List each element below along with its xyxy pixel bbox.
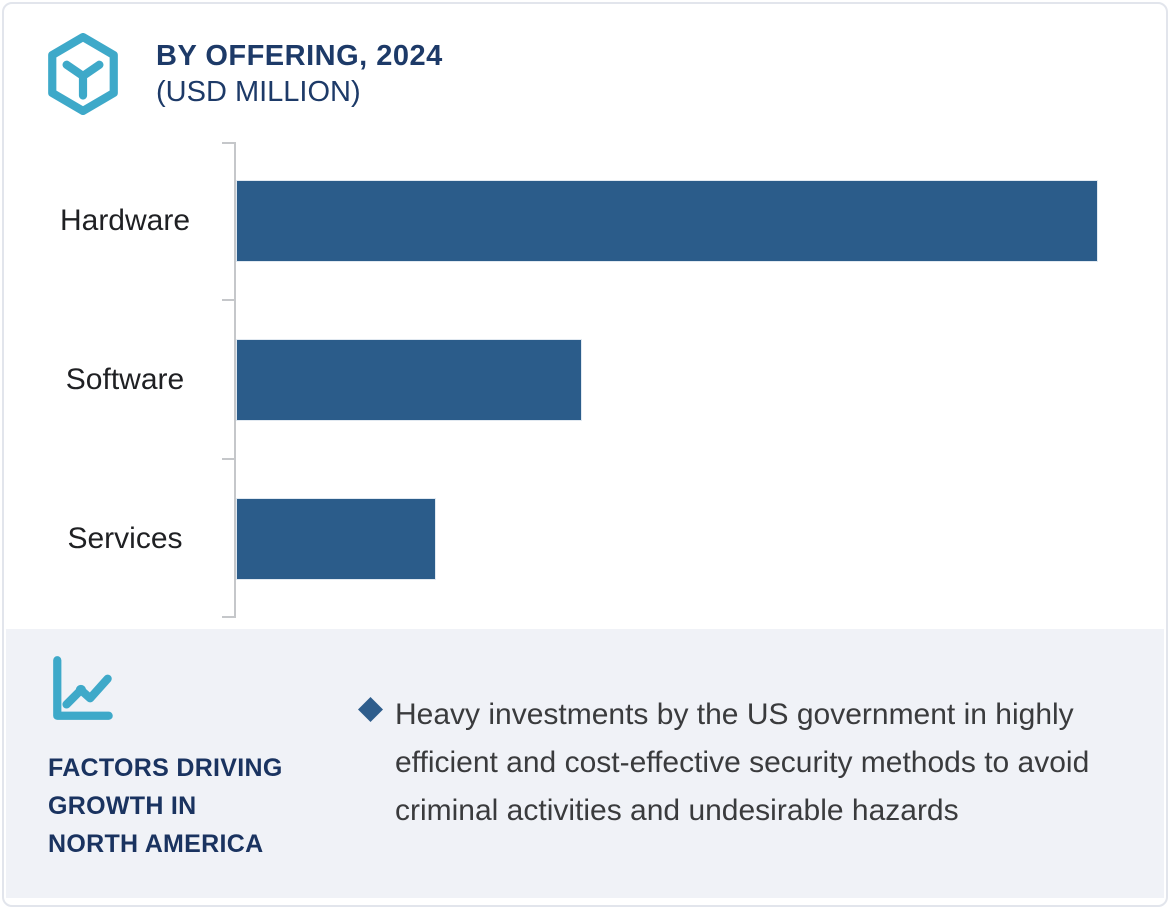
bar-hardware [237,181,1097,262]
chart-row: Hardware [0,142,1170,301]
factors-heading-line: GROWTH IN [48,792,197,820]
category-label-hardware: Hardware [59,204,191,238]
category-label-software: Software [65,363,185,396]
chart-header: BY OFFERING, 2024 (USD MILLION) [47,33,443,115]
axis-tick [222,616,235,618]
bar-services [237,498,435,579]
y-axis-line [234,142,236,618]
factor-bullet-item: Heavy investments by the US government i… [358,691,1100,835]
line-chart-icon [53,656,113,720]
chart-row: Software [0,301,1170,460]
axis-tick [222,142,235,144]
cube-hexagon-icon [48,33,118,115]
bar-chart: Hardware Software Services [0,142,1170,618]
factors-panel: FACTORS DRIVING GROWTH IN NORTH AMERICA … [6,629,1164,898]
bar-software [237,340,581,420]
axis-tick [222,299,235,301]
factors-heading-line: FACTORS DRIVING [48,754,283,782]
diamond-bullet-icon [358,697,383,722]
factor-bullet-text: Heavy investments by the US government i… [395,698,1090,827]
chart-title-line1: BY OFFERING, 2024 [156,40,443,72]
chart-row: Services [0,459,1170,618]
chart-title: BY OFFERING, 2024 (USD MILLION) [156,33,443,110]
chart-rows: Hardware Software Services [0,142,1170,618]
axis-tick [222,458,235,460]
factors-heading: FACTORS DRIVING GROWTH IN NORTH AMERICA [48,749,283,863]
chart-title-line2: (USD MILLION) [156,76,361,108]
factors-heading-line: NORTH AMERICA [48,830,264,858]
category-label-services: Services [67,521,183,555]
